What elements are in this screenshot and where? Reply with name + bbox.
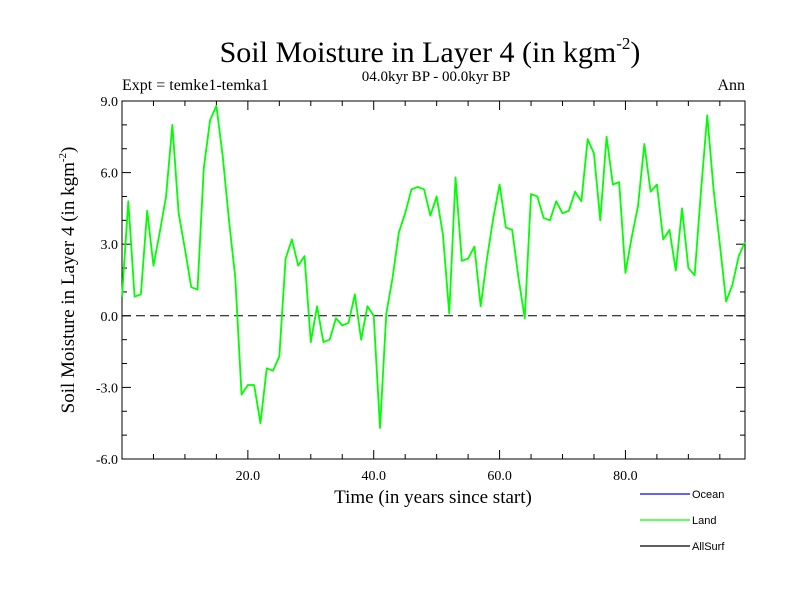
legend-label-allsurf: AllSurf — [692, 541, 725, 553]
axis-ticks — [122, 101, 745, 459]
y-tick-label: 9.0 — [101, 95, 119, 110]
x-tick-label: 80.0 — [613, 469, 638, 484]
subtitle: 04.0kyr BP - 00.0kyr BP — [362, 69, 511, 85]
x-tick-label: 60.0 — [487, 469, 512, 484]
x-tick-labels: 20.0 40.0 60.0 80.0 — [236, 469, 638, 484]
x-axis-label: Time (in years since start) — [334, 487, 532, 508]
y-tick-label: 6.0 — [101, 167, 119, 182]
series-line-land — [121, 104, 746, 429]
y-tick-label: 0.0 — [101, 310, 119, 325]
expt-label: Expt = temke1-temka1 — [122, 77, 269, 94]
chart-title-superscript: -2 — [616, 34, 630, 53]
y-tick-label: -6.0 — [96, 453, 118, 468]
y-axis-label: Soil Moisture in Layer 4 (in kgm-2) — [57, 147, 79, 414]
plot-frame — [121, 100, 746, 460]
series-layer — [121, 104, 746, 429]
season-label: Ann — [717, 77, 745, 94]
y-tick-label: 3.0 — [101, 238, 119, 253]
y-tick-labels: -6.0 -3.0 0.0 3.0 6.0 9.0 — [96, 95, 118, 468]
chart-title: Soil Moisture in Layer 4 (in kgm-2) — [220, 34, 641, 69]
y-tick-label: -3.0 — [96, 381, 118, 396]
legend-label-land: Land — [692, 515, 716, 527]
x-tick-label: 20.0 — [236, 469, 261, 484]
legend: Ocean Land AllSurf — [640, 489, 725, 553]
y-axis-label-superscript: -2 — [57, 153, 69, 162]
legend-label-ocean: Ocean — [692, 489, 724, 501]
x-tick-label: 40.0 — [361, 469, 386, 484]
